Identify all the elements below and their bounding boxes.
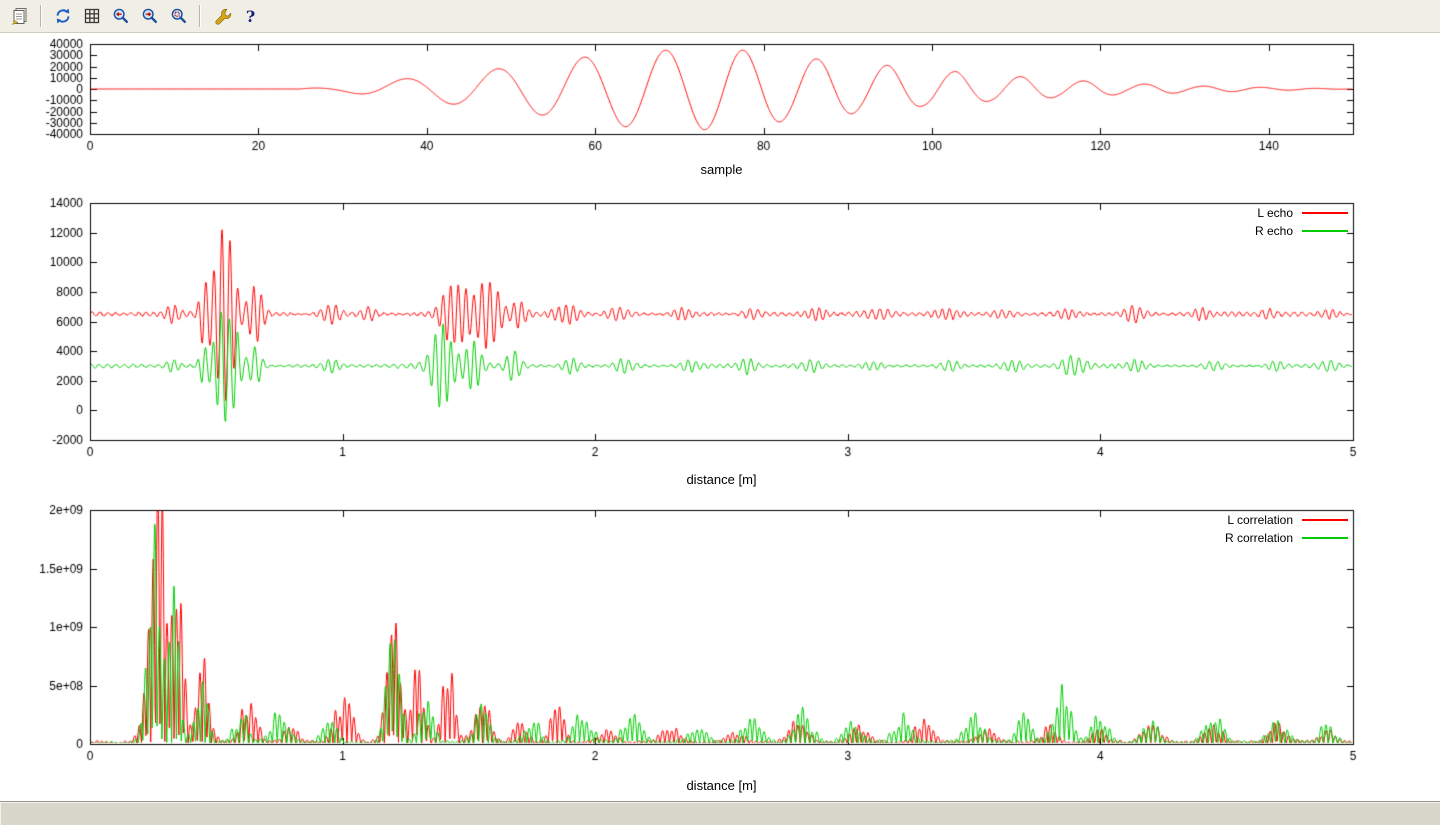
correlation-plot: L correlation R correlation distance [m] [0, 501, 1440, 801]
correlation-canvas[interactable] [0, 501, 1440, 801]
autoscale-button[interactable] [165, 3, 192, 30]
configure-button[interactable] [208, 3, 235, 30]
toolbar-separator [40, 5, 42, 27]
legend-entry-r-correlation: R correlation [1225, 530, 1348, 545]
ping-waveform-plot: sample [0, 36, 1440, 196]
legend-label-r-echo: R echo [1254, 223, 1293, 238]
plot-area: sample L echo R echo distance [m] L corr… [0, 33, 1440, 801]
copy-clipboard-icon [10, 8, 26, 26]
x-axis-label-distance: distance [m] [686, 472, 757, 487]
x-axis-label-distance: distance [m] [686, 778, 757, 793]
zoom-next-icon [142, 8, 157, 24]
copy-clipboard-button[interactable] [6, 3, 33, 30]
echo-legend: L echo R echo [1255, 205, 1348, 238]
help-button[interactable]: ? [237, 3, 264, 30]
legend-line-sample [1302, 536, 1348, 539]
zoom-next-button[interactable] [136, 3, 163, 30]
replot-refresh-icon [56, 8, 69, 24]
toggle-grid-button[interactable] [78, 3, 105, 30]
echo-canvas[interactable] [0, 194, 1440, 499]
legend-line-sample [1302, 229, 1348, 232]
legend-label-l-echo: L echo [1257, 205, 1293, 220]
grid-icon [84, 8, 99, 24]
wrench-icon [215, 9, 231, 25]
echo-plot: L echo R echo distance [m] [0, 194, 1440, 499]
autoscale-icon [171, 8, 186, 24]
ping-waveform-canvas[interactable] [0, 36, 1440, 196]
zoom-previous-icon [113, 8, 128, 24]
correlation-legend: L correlation R correlation [1225, 512, 1348, 545]
zoom-previous-button[interactable] [107, 3, 134, 30]
help-question-icon: ? [245, 6, 256, 26]
legend-line-sample [1302, 518, 1348, 521]
replot-button[interactable] [49, 3, 76, 30]
legend-entry-l-echo: L echo [1257, 205, 1348, 220]
x-axis-label-sample: sample [700, 162, 743, 177]
legend-entry-r-echo: R echo [1255, 223, 1348, 238]
toolbar-separator [199, 5, 201, 27]
legend-entry-l-correlation: L correlation [1227, 512, 1348, 527]
legend-label-r-correlation: R correlation [1224, 530, 1293, 545]
status-bar [0, 801, 1440, 825]
legend-label-l-correlation: L correlation [1227, 512, 1293, 527]
toolbar: ? [0, 0, 1440, 33]
legend-line-sample [1302, 211, 1348, 214]
